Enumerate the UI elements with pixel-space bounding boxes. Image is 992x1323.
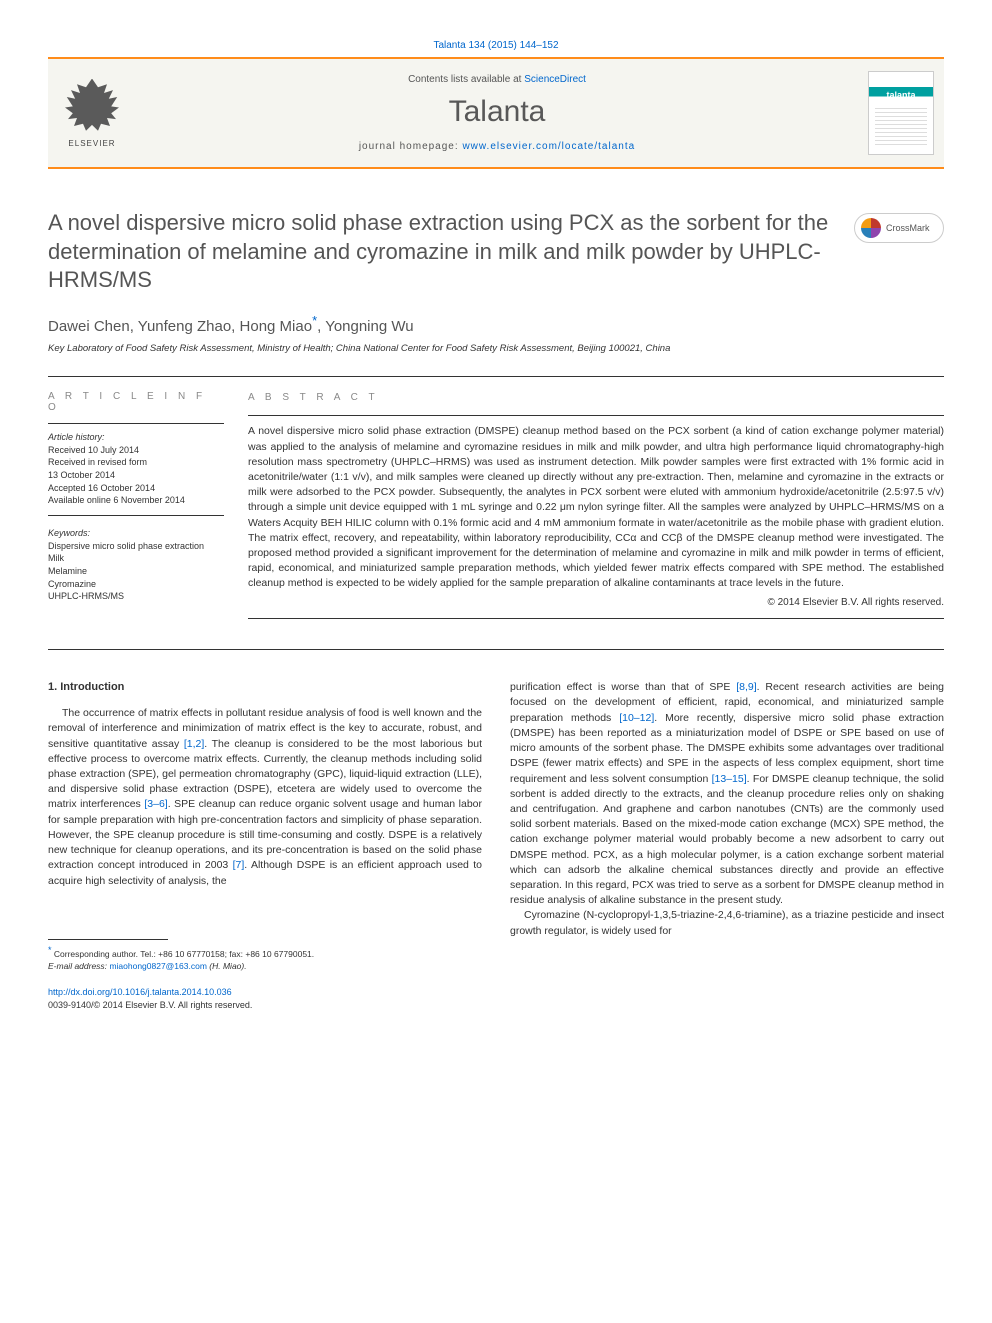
- keyword: Melamine: [48, 565, 224, 578]
- corr-symbol: *: [48, 945, 52, 955]
- body-text: . For DMSPE cleanup technique, the solid…: [510, 773, 944, 907]
- abstract-label: A B S T R A C T: [248, 391, 944, 406]
- crossmark-icon: [861, 218, 881, 238]
- keyword: Cyromazine: [48, 578, 224, 591]
- elsevier-logo[interactable]: ELSEVIER: [58, 75, 126, 151]
- article-title: A novel dispersive micro solid phase ext…: [48, 209, 834, 295]
- info-divider: [248, 618, 944, 619]
- article-info-label: A R T I C L E I N F O: [48, 391, 224, 413]
- ref-link[interactable]: [3–6]: [144, 798, 167, 810]
- corr-text: Corresponding author. Tel.: +86 10 67770…: [54, 949, 314, 959]
- email-note: E-mail address: miaohong0827@163.com (H.…: [48, 960, 482, 972]
- info-divider: [48, 423, 224, 424]
- email-link[interactable]: miaohong0827@163.com: [109, 961, 206, 971]
- abstract-copyright: © 2014 Elsevier B.V. All rights reserved…: [248, 596, 944, 611]
- keyword: UHPLC-HRMS/MS: [48, 590, 224, 603]
- intro-paragraph: The occurrence of matrix effects in poll…: [48, 706, 482, 889]
- history-label: Article history:: [48, 432, 224, 442]
- info-divider: [248, 415, 944, 416]
- email-suffix: (H. Miao).: [207, 961, 247, 971]
- contents-available-line: Contents lists available at ScienceDirec…: [126, 74, 868, 85]
- journal-name: Talanta: [126, 95, 868, 129]
- keyword: Milk: [48, 552, 224, 565]
- top-citation[interactable]: Talanta 134 (2015) 144–152: [48, 40, 944, 51]
- section-divider: [48, 376, 944, 377]
- abstract-text: A novel dispersive micro solid phase ext…: [248, 424, 944, 591]
- contents-prefix: Contents lists available at: [408, 74, 524, 85]
- history-revised-2: 13 October 2014: [48, 469, 224, 482]
- affiliation: Key Laboratory of Food Safety Risk Asses…: [48, 343, 944, 354]
- journal-cover-thumbnail[interactable]: [868, 71, 934, 155]
- abstract-column: A B S T R A C T A novel dispersive micro…: [248, 391, 944, 627]
- body-column-right: purification effect is worse than that o…: [510, 680, 944, 1012]
- journal-header: ELSEVIER Contents lists available at Sci…: [48, 57, 944, 169]
- info-divider: [48, 515, 224, 516]
- homepage-link[interactable]: www.elsevier.com/locate/talanta: [462, 141, 635, 152]
- ref-link[interactable]: [13–15]: [712, 773, 747, 785]
- body-text: purification effect is worse than that o…: [510, 681, 736, 693]
- body-paragraph-continued: purification effect is worse than that o…: [510, 680, 944, 908]
- publisher-name: ELSEVIER: [68, 139, 115, 148]
- keywords-label: Keywords:: [48, 528, 224, 538]
- authors-line: Dawei Chen, Yunfeng Zhao, Hong Miao*, Yo…: [48, 313, 944, 335]
- email-label: E-mail address:: [48, 961, 107, 971]
- doi-link[interactable]: http://dx.doi.org/10.1016/j.talanta.2014…: [48, 987, 232, 997]
- ref-link[interactable]: [1,2]: [184, 738, 204, 750]
- ref-link[interactable]: [8,9]: [736, 681, 756, 693]
- authors-main: Dawei Chen, Yunfeng Zhao, Hong Miao: [48, 318, 312, 335]
- homepage-line: journal homepage: www.elsevier.com/locat…: [126, 141, 868, 152]
- keyword: Dispersive micro solid phase extraction: [48, 540, 224, 553]
- history-online: Available online 6 November 2014: [48, 494, 224, 507]
- crossmark-badge[interactable]: CrossMark: [854, 213, 944, 243]
- body-column-left: 1. Introduction The occurrence of matrix…: [48, 680, 482, 1012]
- footnote-divider: [48, 939, 168, 940]
- body-two-column: 1. Introduction The occurrence of matrix…: [48, 680, 944, 1012]
- homepage-prefix: journal homepage:: [359, 141, 463, 152]
- intro-heading: 1. Introduction: [48, 680, 482, 696]
- section-divider: [48, 649, 944, 650]
- doi-line: http://dx.doi.org/10.1016/j.talanta.2014…: [48, 986, 482, 999]
- elsevier-tree-icon: [62, 79, 122, 137]
- article-info-sidebar: A R T I C L E I N F O Article history: R…: [48, 391, 248, 627]
- body-paragraph: Cyromazine (N-cyclopropyl-1,3,5-triazine…: [510, 908, 944, 938]
- crossmark-label: CrossMark: [886, 223, 930, 233]
- ref-link[interactable]: [7]: [233, 859, 245, 871]
- ref-link[interactable]: [10–12]: [619, 712, 654, 724]
- history-received: Received 10 July 2014: [48, 444, 224, 457]
- issn-copyright: 0039-9140/© 2014 Elsevier B.V. All right…: [48, 999, 482, 1012]
- corresponding-note: * Corresponding author. Tel.: +86 10 677…: [48, 944, 482, 960]
- history-accepted: Accepted 16 October 2014: [48, 482, 224, 495]
- authors-rest: , Yongning Wu: [317, 318, 413, 335]
- sciencedirect-link[interactable]: ScienceDirect: [524, 74, 586, 85]
- history-revised-1: Received in revised form: [48, 456, 224, 469]
